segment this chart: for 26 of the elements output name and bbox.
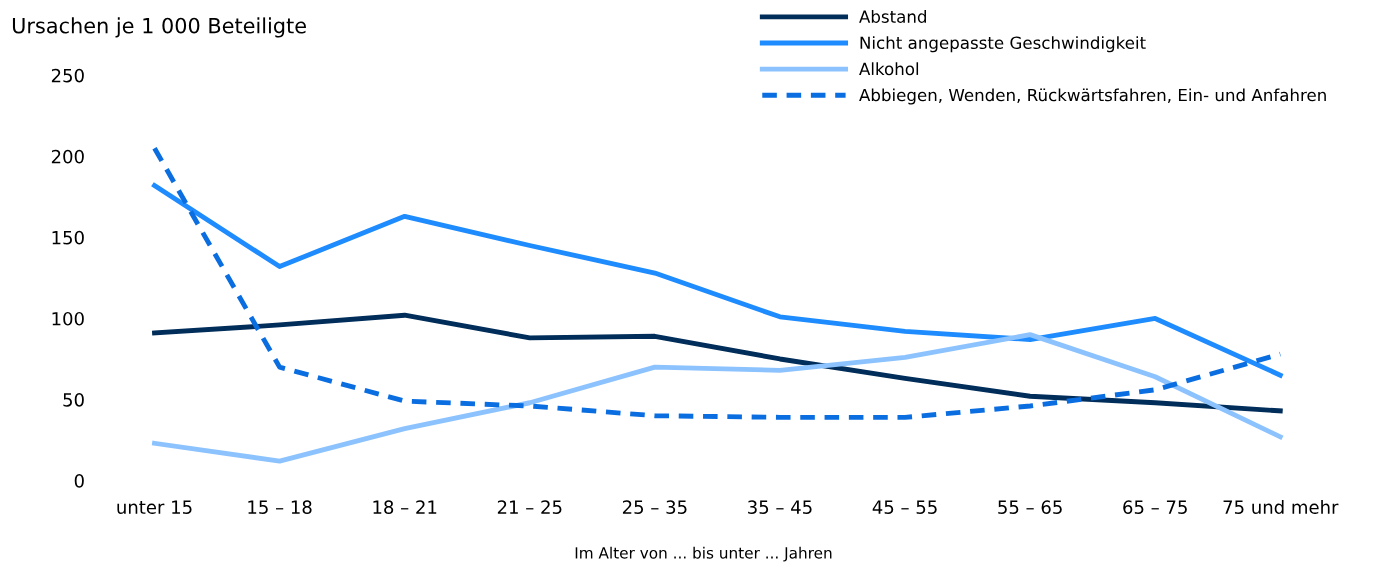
x-tick-label: 55 – 65 [998,500,1062,514]
line-series [152,312,1283,414]
x-tick-label: 65 – 75 [1123,500,1187,514]
x-axis-title: Im Alter von ... bis unter ... Jahren [575,546,832,562]
x-tick-label: 18 – 21 [373,500,437,514]
y-tick-label: 100 [52,311,84,326]
legend-label: Alkohol [859,62,919,76]
x-tick-label: 21 – 25 [497,500,562,514]
y-tick-label: 250 [51,68,84,83]
line-series [152,183,1283,378]
y-tick-label: 0 [74,474,84,488]
x-tick-label: 15 – 18 [248,500,312,514]
legend-label: Abstand [859,10,926,23]
legend-label: Nicht angepasste Geschwindigkeit [860,36,1146,53]
y-tick-label: 200 [51,149,84,164]
line-series [152,332,1283,464]
y-tick-label: 50 [63,392,84,407]
y-tick-label: 150 [52,230,84,245]
x-tick-label: unter 15 [117,500,192,514]
line-series [152,145,1283,420]
x-tick-label: 45 – 55 [872,500,937,514]
x-tick-label: 35 – 45 [748,500,812,514]
legend-label: Abbiegen, Wenden, Rückwärtsfahren, Ein- und Anfahren [859,88,1326,105]
x-tick-label: 25 – 35 [622,500,687,514]
x-tick-label: 75 und mehr [1223,500,1339,514]
chart-title: Ursachen je 1 000 Beteiligte [12,17,306,38]
